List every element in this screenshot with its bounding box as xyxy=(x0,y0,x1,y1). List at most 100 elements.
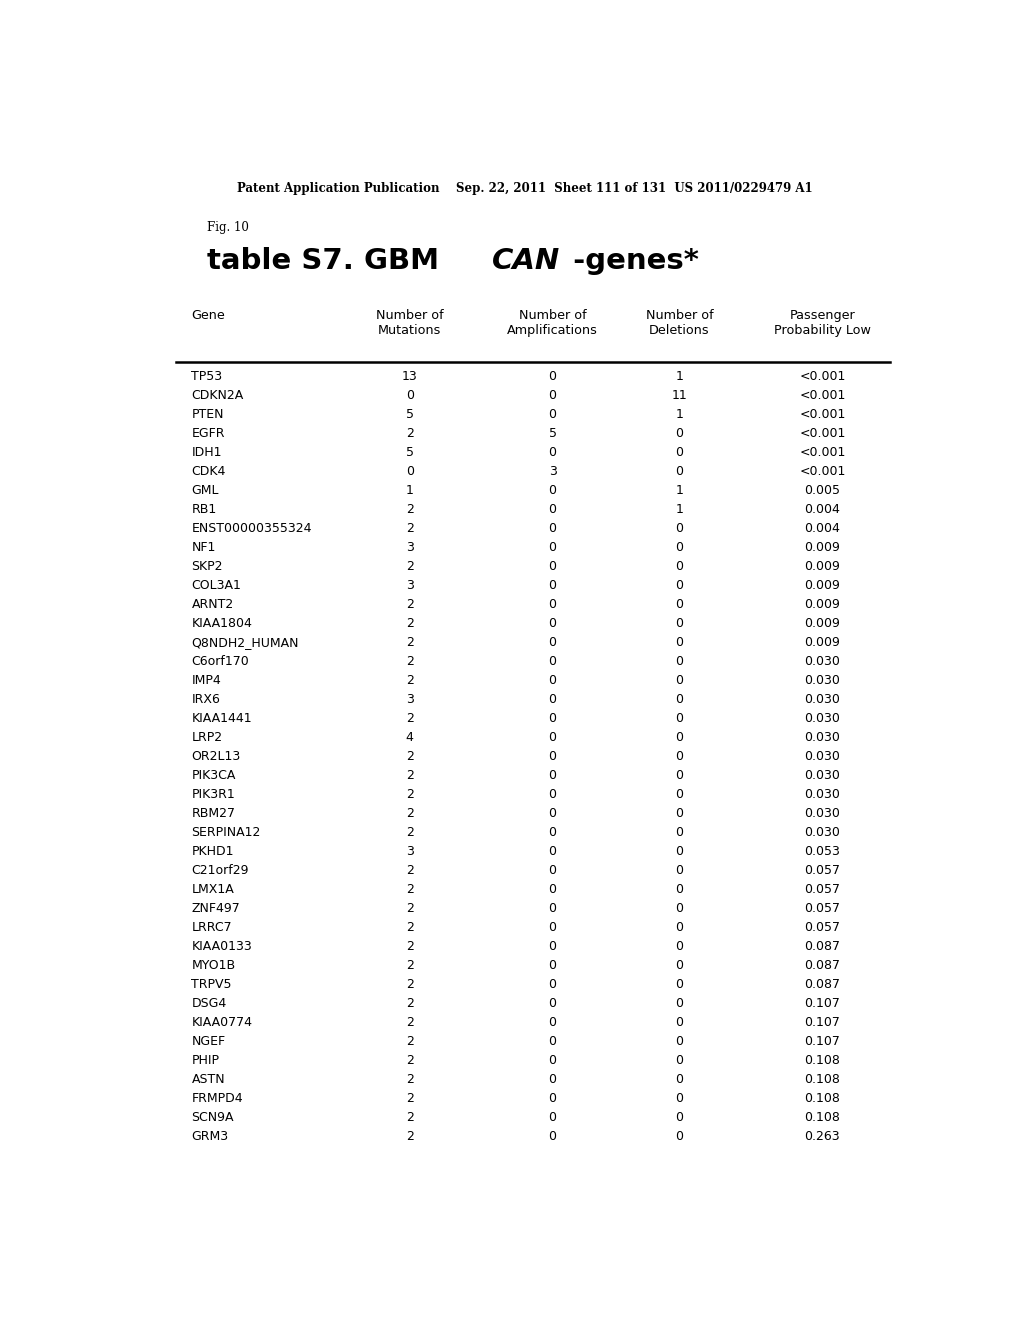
Text: 0: 0 xyxy=(549,1130,557,1143)
Text: CDK4: CDK4 xyxy=(191,465,226,478)
Text: 2: 2 xyxy=(406,636,414,649)
Text: 0.030: 0.030 xyxy=(805,826,841,840)
Text: 0.030: 0.030 xyxy=(805,711,841,725)
Text: 2: 2 xyxy=(406,978,414,991)
Text: 5: 5 xyxy=(406,446,414,459)
Text: 13: 13 xyxy=(401,370,418,383)
Text: 0: 0 xyxy=(676,902,684,915)
Text: Q8NDH2_HUMAN: Q8NDH2_HUMAN xyxy=(191,636,299,649)
Text: 1: 1 xyxy=(676,370,683,383)
Text: 0: 0 xyxy=(549,731,557,744)
Text: 0: 0 xyxy=(549,446,557,459)
Text: 0: 0 xyxy=(549,521,557,535)
Text: KIAA0133: KIAA0133 xyxy=(191,940,252,953)
Text: 0: 0 xyxy=(549,921,557,935)
Text: 2: 2 xyxy=(406,1016,414,1030)
Text: 2: 2 xyxy=(406,807,414,820)
Text: 2: 2 xyxy=(406,883,414,896)
Text: 0: 0 xyxy=(549,1016,557,1030)
Text: PHIP: PHIP xyxy=(191,1055,219,1068)
Text: 0.009: 0.009 xyxy=(805,579,841,591)
Text: 0: 0 xyxy=(676,693,684,706)
Text: 3: 3 xyxy=(406,845,414,858)
Text: 2: 2 xyxy=(406,902,414,915)
Text: 0: 0 xyxy=(549,1035,557,1048)
Text: 0: 0 xyxy=(676,541,684,554)
Text: 0.087: 0.087 xyxy=(805,960,841,973)
Text: 0: 0 xyxy=(549,503,557,516)
Text: 0: 0 xyxy=(676,1093,684,1105)
Text: 0.108: 0.108 xyxy=(805,1093,841,1105)
Text: 0.107: 0.107 xyxy=(805,997,841,1010)
Text: 0: 0 xyxy=(549,655,557,668)
Text: 0: 0 xyxy=(676,997,684,1010)
Text: EGFR: EGFR xyxy=(191,426,225,440)
Text: 0: 0 xyxy=(676,845,684,858)
Text: 1: 1 xyxy=(676,484,683,496)
Text: 0: 0 xyxy=(549,960,557,973)
Text: 0: 0 xyxy=(676,711,684,725)
Text: 2: 2 xyxy=(406,675,414,686)
Text: 0.108: 0.108 xyxy=(805,1111,841,1125)
Text: 0.087: 0.087 xyxy=(805,978,841,991)
Text: 5: 5 xyxy=(406,408,414,421)
Text: Number of
Mutations: Number of Mutations xyxy=(376,309,443,337)
Text: 0: 0 xyxy=(549,1055,557,1068)
Text: 0: 0 xyxy=(549,560,557,573)
Text: 0: 0 xyxy=(676,560,684,573)
Text: PKHD1: PKHD1 xyxy=(191,845,234,858)
Text: 3: 3 xyxy=(549,465,556,478)
Text: 0.030: 0.030 xyxy=(805,807,841,820)
Text: 0: 0 xyxy=(549,370,557,383)
Text: CAN: CAN xyxy=(493,247,560,275)
Text: 0: 0 xyxy=(676,978,684,991)
Text: 3: 3 xyxy=(406,693,414,706)
Text: IDH1: IDH1 xyxy=(191,446,222,459)
Text: 0: 0 xyxy=(676,731,684,744)
Text: 0: 0 xyxy=(676,1130,684,1143)
Text: 0: 0 xyxy=(549,616,557,630)
Text: <0.001: <0.001 xyxy=(799,370,846,383)
Text: 1: 1 xyxy=(406,484,414,496)
Text: 0.009: 0.009 xyxy=(805,616,841,630)
Text: 0.030: 0.030 xyxy=(805,655,841,668)
Text: 2: 2 xyxy=(406,865,414,876)
Text: PTEN: PTEN xyxy=(191,408,224,421)
Text: DSG4: DSG4 xyxy=(191,997,226,1010)
Text: 0: 0 xyxy=(549,693,557,706)
Text: 0.004: 0.004 xyxy=(805,521,841,535)
Text: KIAA1441: KIAA1441 xyxy=(191,711,252,725)
Text: 0: 0 xyxy=(676,655,684,668)
Text: TRPV5: TRPV5 xyxy=(191,978,232,991)
Text: 0: 0 xyxy=(549,826,557,840)
Text: LMX1A: LMX1A xyxy=(191,883,234,896)
Text: 0: 0 xyxy=(676,788,684,801)
Text: PIK3R1: PIK3R1 xyxy=(191,788,236,801)
Text: IMP4: IMP4 xyxy=(191,675,221,686)
Text: 0: 0 xyxy=(549,845,557,858)
Text: 0: 0 xyxy=(676,807,684,820)
Text: 0.107: 0.107 xyxy=(805,1035,841,1048)
Text: 0: 0 xyxy=(676,770,684,781)
Text: Number of
Amplifications: Number of Amplifications xyxy=(507,309,598,337)
Text: 0: 0 xyxy=(549,807,557,820)
Text: 0: 0 xyxy=(549,770,557,781)
Text: 2: 2 xyxy=(406,598,414,611)
Text: 2: 2 xyxy=(406,788,414,801)
Text: C21orf29: C21orf29 xyxy=(191,865,249,876)
Text: 0.053: 0.053 xyxy=(805,845,841,858)
Text: 5: 5 xyxy=(549,426,557,440)
Text: 0: 0 xyxy=(549,389,557,401)
Text: 0: 0 xyxy=(549,750,557,763)
Text: KIAA1804: KIAA1804 xyxy=(191,616,252,630)
Text: 0: 0 xyxy=(676,446,684,459)
Text: 0: 0 xyxy=(549,636,557,649)
Text: PIK3CA: PIK3CA xyxy=(191,770,236,781)
Text: 2: 2 xyxy=(406,921,414,935)
Text: KIAA0774: KIAA0774 xyxy=(191,1016,253,1030)
Text: 1: 1 xyxy=(676,503,683,516)
Text: 0.009: 0.009 xyxy=(805,560,841,573)
Text: 0: 0 xyxy=(676,865,684,876)
Text: table S7. GBM: table S7. GBM xyxy=(207,247,450,275)
Text: 0: 0 xyxy=(676,521,684,535)
